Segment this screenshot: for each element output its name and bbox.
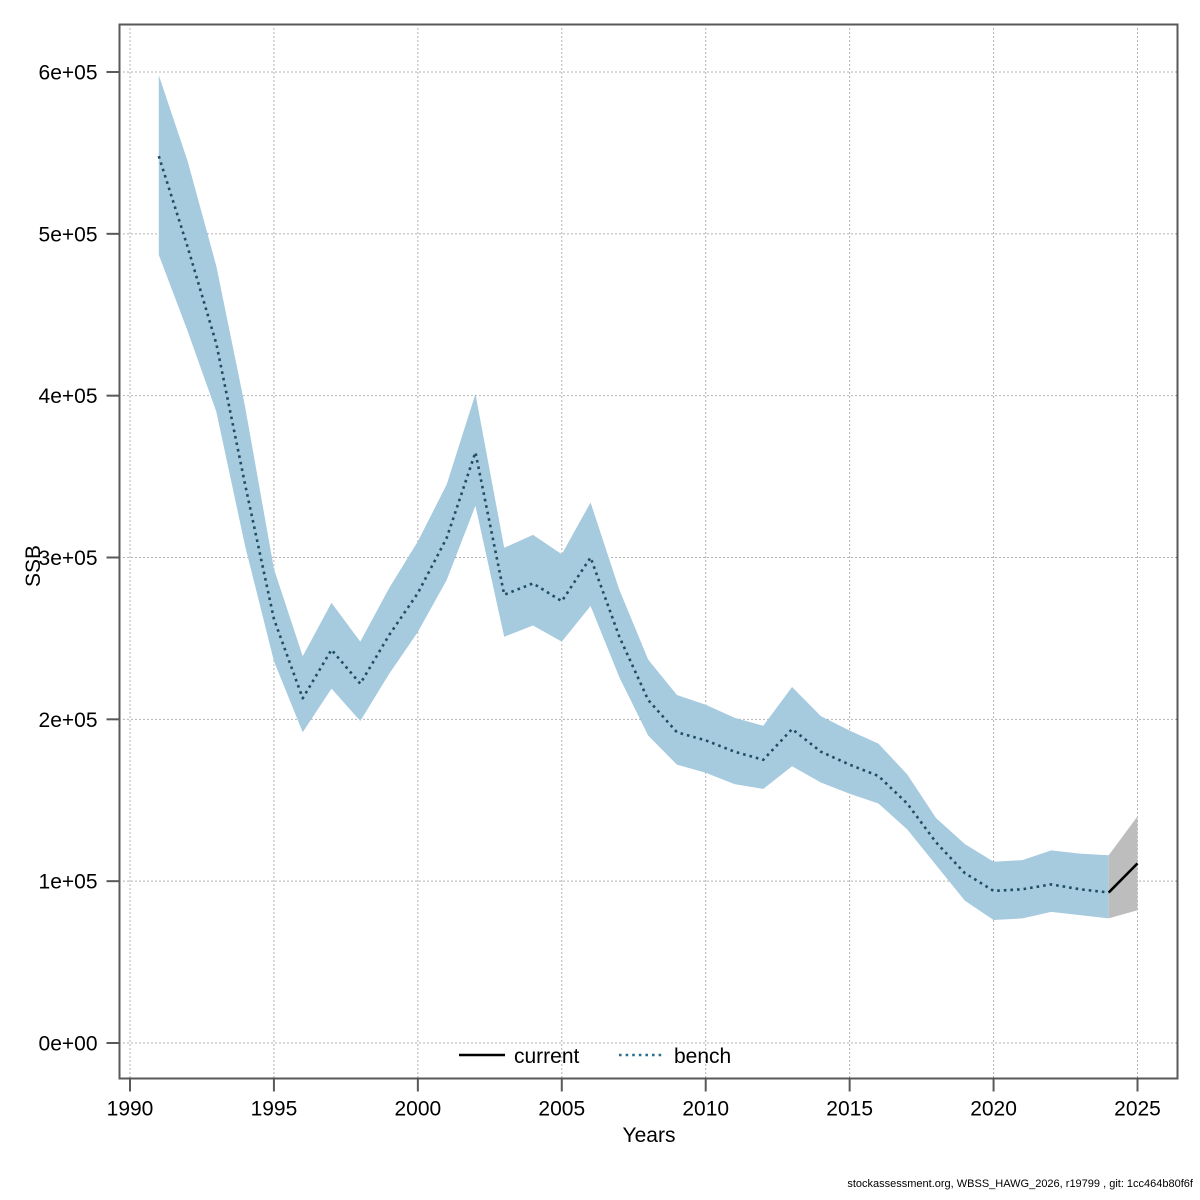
plot-frame	[118, 23, 1179, 1080]
x-tick-label-1995: 1995	[251, 1098, 298, 1121]
horizontal-gridlines	[119, 71, 1178, 1044]
x-axis-tick-labels: 1990 1995 2000 2005 2010 2015 2020 2025	[107, 1098, 1161, 1121]
x-axis-ticks	[129, 1078, 1139, 1092]
y-axis-tick-labels: 0e+00 1e+05 2e+05 3e+05 4e+05 5e+05 6e+05	[39, 62, 98, 1056]
legend-label-current: current	[514, 1045, 580, 1068]
x-tick-label-1990: 1990	[107, 1098, 154, 1121]
x-axis-title: Years	[623, 1124, 676, 1147]
x-tick-label-2005: 2005	[538, 1098, 585, 1121]
x-tick-label-2015: 2015	[826, 1098, 873, 1121]
y-tick-label-3e+05: 3e+05	[39, 547, 98, 570]
legend-label-bench: bench	[674, 1045, 731, 1068]
series-line-bench	[157, 155, 1109, 894]
x-tick-label-2010: 2010	[682, 1098, 729, 1121]
y-axis-ticks	[106, 71, 120, 1044]
y-tick-label-1e+05: 1e+05	[39, 871, 98, 894]
y-tick-label-6e+05: 6e+05	[39, 62, 98, 85]
y-axis-title: SSB	[22, 545, 45, 587]
x-tick-label-2025: 2025	[1114, 1098, 1161, 1121]
x-tick-label-2020: 2020	[970, 1098, 1017, 1121]
chart-legend: current bench	[459, 1045, 731, 1068]
confidence-bands	[158, 75, 1138, 921]
x-tick-label-2000: 2000	[394, 1098, 441, 1121]
y-tick-label-5e+05: 5e+05	[39, 223, 98, 246]
y-tick-label-0e+00: 0e+00	[39, 1033, 98, 1056]
series-line-current	[1107, 862, 1139, 894]
y-tick-label-2e+05: 2e+05	[39, 709, 98, 732]
y-tick-label-4e+05: 4e+05	[39, 385, 98, 408]
footer-attribution: stockassessment.org, WBSS_HAWG_2026, r19…	[847, 1178, 1194, 1190]
series-lines	[157, 155, 1139, 894]
confidence-band-current	[1108, 816, 1138, 919]
